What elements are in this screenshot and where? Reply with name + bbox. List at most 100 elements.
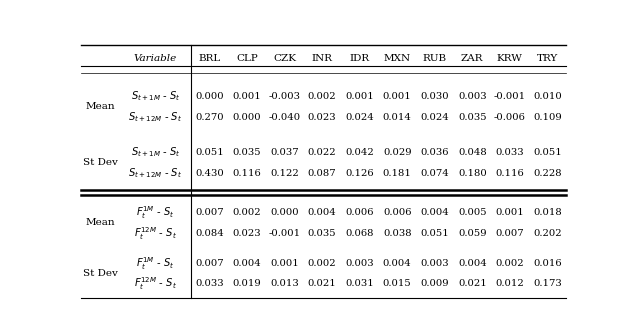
Text: 0.023: 0.023 xyxy=(233,229,262,238)
Text: $S_{t+12M}$ - $S_t$: $S_{t+12M}$ - $S_t$ xyxy=(128,167,182,180)
Text: $S_{t+12M}$ - $S_t$: $S_{t+12M}$ - $S_t$ xyxy=(128,110,182,124)
Text: IDR: IDR xyxy=(350,54,370,63)
Text: 0.173: 0.173 xyxy=(533,279,562,288)
Text: 0.007: 0.007 xyxy=(195,208,224,217)
Text: 0.068: 0.068 xyxy=(345,229,374,238)
Text: 0.006: 0.006 xyxy=(345,208,374,217)
Text: 0.022: 0.022 xyxy=(308,148,337,157)
Text: 0.031: 0.031 xyxy=(345,279,374,288)
Text: $S_{t+1M}$ - $S_t$: $S_{t+1M}$ - $S_t$ xyxy=(131,89,181,103)
Text: 0.002: 0.002 xyxy=(233,208,262,217)
Text: 0.122: 0.122 xyxy=(270,169,299,178)
Text: -0.001: -0.001 xyxy=(269,229,301,238)
Text: 0.038: 0.038 xyxy=(383,229,411,238)
Text: 0.042: 0.042 xyxy=(345,148,374,157)
Text: 0.003: 0.003 xyxy=(345,259,374,268)
Text: $F_t^{1M}$ - $S_t$: $F_t^{1M}$ - $S_t$ xyxy=(136,204,175,221)
Text: 0.002: 0.002 xyxy=(308,92,337,101)
Text: 0.018: 0.018 xyxy=(533,208,562,217)
Text: 0.012: 0.012 xyxy=(496,279,524,288)
Text: INR: INR xyxy=(311,54,333,63)
Text: 0.036: 0.036 xyxy=(420,148,449,157)
Text: $S_{t+1M}$ - $S_t$: $S_{t+1M}$ - $S_t$ xyxy=(131,145,181,159)
Text: 0.180: 0.180 xyxy=(458,169,487,178)
Text: 0.001: 0.001 xyxy=(383,92,411,101)
Text: 0.006: 0.006 xyxy=(383,208,411,217)
Text: 0.019: 0.019 xyxy=(233,279,262,288)
Text: 0.004: 0.004 xyxy=(233,259,262,268)
Text: 0.004: 0.004 xyxy=(420,208,449,217)
Text: 0.000: 0.000 xyxy=(270,208,299,217)
Text: 0.181: 0.181 xyxy=(383,169,411,178)
Text: 0.023: 0.023 xyxy=(308,113,337,122)
Text: 0.003: 0.003 xyxy=(458,92,487,101)
Text: CLP: CLP xyxy=(236,54,258,63)
Text: Variable: Variable xyxy=(134,54,177,63)
Text: $F_t^{12M}$ - $S_t$: $F_t^{12M}$ - $S_t$ xyxy=(134,225,177,242)
Text: 0.005: 0.005 xyxy=(458,208,487,217)
Text: 0.001: 0.001 xyxy=(345,92,374,101)
Text: 0.002: 0.002 xyxy=(308,259,337,268)
Text: 0.074: 0.074 xyxy=(420,169,449,178)
Text: 0.001: 0.001 xyxy=(496,208,524,217)
Text: 0.051: 0.051 xyxy=(533,148,562,157)
Text: 0.016: 0.016 xyxy=(533,259,562,268)
Text: 0.010: 0.010 xyxy=(533,92,562,101)
Text: 0.001: 0.001 xyxy=(270,259,299,268)
Text: 0.021: 0.021 xyxy=(458,279,487,288)
Text: 0.024: 0.024 xyxy=(345,113,374,122)
Text: 0.116: 0.116 xyxy=(496,169,524,178)
Text: -0.001: -0.001 xyxy=(494,92,526,101)
Text: 0.126: 0.126 xyxy=(345,169,374,178)
Text: $F_t^{12M}$ - $S_t$: $F_t^{12M}$ - $S_t$ xyxy=(134,275,177,292)
Text: 0.024: 0.024 xyxy=(420,113,449,122)
Text: 0.228: 0.228 xyxy=(533,169,562,178)
Text: -0.003: -0.003 xyxy=(269,92,301,101)
Text: 0.109: 0.109 xyxy=(533,113,562,122)
Text: 0.059: 0.059 xyxy=(458,229,487,238)
Text: 0.015: 0.015 xyxy=(383,279,411,288)
Text: MXN: MXN xyxy=(384,54,411,63)
Text: 0.035: 0.035 xyxy=(233,148,262,157)
Text: 0.000: 0.000 xyxy=(233,113,262,122)
Text: CZK: CZK xyxy=(273,54,296,63)
Text: 0.270: 0.270 xyxy=(195,113,224,122)
Text: St Dev: St Dev xyxy=(83,158,118,168)
Text: 0.004: 0.004 xyxy=(308,208,337,217)
Text: 0.116: 0.116 xyxy=(233,169,262,178)
Text: 0.007: 0.007 xyxy=(195,259,224,268)
Text: 0.202: 0.202 xyxy=(533,229,562,238)
Text: 0.002: 0.002 xyxy=(496,259,524,268)
Text: -0.040: -0.040 xyxy=(269,113,301,122)
Text: 0.051: 0.051 xyxy=(195,148,224,157)
Text: 0.035: 0.035 xyxy=(308,229,337,238)
Text: 0.033: 0.033 xyxy=(195,279,224,288)
Text: St Dev: St Dev xyxy=(83,269,118,278)
Text: 0.035: 0.035 xyxy=(458,113,487,122)
Text: 0.430: 0.430 xyxy=(195,169,224,178)
Text: 0.021: 0.021 xyxy=(308,279,337,288)
Text: BRL: BRL xyxy=(198,54,221,63)
Text: -0.006: -0.006 xyxy=(494,113,526,122)
Text: 0.037: 0.037 xyxy=(270,148,299,157)
Text: 0.084: 0.084 xyxy=(195,229,224,238)
Text: $F_t^{1M}$ - $S_t$: $F_t^{1M}$ - $S_t$ xyxy=(136,255,175,272)
Text: 0.001: 0.001 xyxy=(233,92,262,101)
Text: ZAR: ZAR xyxy=(461,54,484,63)
Text: 0.003: 0.003 xyxy=(420,259,449,268)
Text: 0.000: 0.000 xyxy=(195,92,224,101)
Text: 0.004: 0.004 xyxy=(458,259,487,268)
Text: 0.007: 0.007 xyxy=(496,229,524,238)
Text: Mean: Mean xyxy=(86,218,115,227)
Text: 0.033: 0.033 xyxy=(496,148,524,157)
Text: 0.048: 0.048 xyxy=(458,148,487,157)
Text: 0.087: 0.087 xyxy=(308,169,337,178)
Text: 0.013: 0.013 xyxy=(270,279,299,288)
Text: 0.009: 0.009 xyxy=(420,279,449,288)
Text: TRY: TRY xyxy=(537,54,558,63)
Text: 0.029: 0.029 xyxy=(383,148,411,157)
Text: 0.004: 0.004 xyxy=(383,259,411,268)
Text: RUB: RUB xyxy=(423,54,447,63)
Text: Mean: Mean xyxy=(86,102,115,111)
Text: KRW: KRW xyxy=(497,54,523,63)
